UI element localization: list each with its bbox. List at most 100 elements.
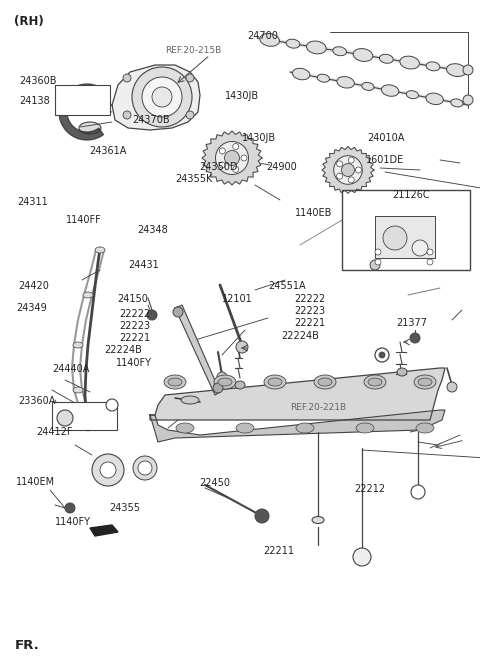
Ellipse shape — [73, 387, 83, 393]
Text: 22450: 22450 — [199, 478, 230, 489]
Circle shape — [186, 74, 194, 82]
Ellipse shape — [181, 396, 199, 404]
Circle shape — [138, 461, 152, 475]
Ellipse shape — [312, 516, 324, 524]
Text: 1140FF: 1140FF — [66, 214, 102, 225]
Bar — [342, 190, 470, 270]
Circle shape — [186, 111, 194, 119]
Text: 21377: 21377 — [396, 318, 427, 328]
Ellipse shape — [317, 74, 329, 82]
Ellipse shape — [176, 423, 194, 433]
Polygon shape — [90, 525, 118, 536]
Circle shape — [219, 162, 225, 168]
Ellipse shape — [416, 423, 434, 433]
Text: 1140FY: 1140FY — [55, 516, 91, 527]
Polygon shape — [322, 146, 374, 193]
Text: 22221: 22221 — [294, 318, 325, 328]
Text: 24412F: 24412F — [36, 426, 72, 437]
Circle shape — [379, 352, 385, 358]
Circle shape — [147, 310, 157, 320]
Circle shape — [353, 548, 371, 566]
Text: 22224B: 22224B — [105, 344, 143, 355]
Circle shape — [255, 509, 269, 523]
Ellipse shape — [87, 422, 97, 428]
Text: 24010A: 24010A — [367, 132, 405, 143]
Ellipse shape — [218, 378, 232, 386]
Circle shape — [463, 65, 473, 75]
Circle shape — [123, 111, 131, 119]
Circle shape — [463, 95, 473, 105]
Ellipse shape — [168, 378, 182, 386]
Ellipse shape — [307, 41, 326, 54]
Text: 12101: 12101 — [222, 294, 252, 305]
Text: 1601DE: 1601DE — [366, 155, 404, 166]
Text: 22224B: 22224B — [281, 331, 319, 342]
Ellipse shape — [286, 39, 300, 48]
Circle shape — [412, 240, 428, 256]
Circle shape — [106, 399, 118, 411]
Polygon shape — [202, 131, 262, 185]
Text: 1140EB: 1140EB — [295, 208, 333, 218]
Ellipse shape — [296, 423, 314, 433]
Circle shape — [92, 454, 124, 486]
Text: 24700: 24700 — [247, 31, 278, 42]
Text: REF.20-215B: REF.20-215B — [166, 46, 222, 56]
Circle shape — [427, 249, 433, 255]
Circle shape — [133, 456, 157, 480]
Text: 24440A: 24440A — [52, 364, 89, 375]
Circle shape — [375, 348, 389, 362]
Text: 23360A: 23360A — [18, 395, 56, 406]
Circle shape — [233, 166, 239, 172]
Text: 1430JB: 1430JB — [225, 91, 259, 101]
Polygon shape — [175, 305, 220, 395]
Circle shape — [152, 87, 172, 107]
Ellipse shape — [314, 375, 336, 389]
Circle shape — [132, 67, 192, 127]
Text: 22223: 22223 — [294, 306, 325, 316]
Text: REF.20-221B: REF.20-221B — [290, 402, 347, 412]
Circle shape — [411, 485, 425, 499]
Circle shape — [236, 341, 248, 353]
Ellipse shape — [292, 68, 310, 80]
Text: 24349: 24349 — [16, 303, 47, 313]
Circle shape — [219, 148, 225, 154]
Circle shape — [217, 372, 227, 382]
Circle shape — [123, 74, 131, 82]
Polygon shape — [112, 65, 200, 130]
Ellipse shape — [397, 368, 407, 376]
Ellipse shape — [426, 93, 444, 105]
Circle shape — [348, 157, 354, 163]
Ellipse shape — [337, 77, 354, 88]
Circle shape — [410, 333, 420, 343]
Circle shape — [375, 249, 381, 255]
Text: 24350D: 24350D — [199, 162, 238, 172]
Circle shape — [57, 410, 73, 426]
Polygon shape — [59, 84, 104, 140]
Text: 21126C: 21126C — [393, 190, 430, 201]
Text: 24355K: 24355K — [175, 173, 213, 184]
Circle shape — [375, 259, 381, 265]
Text: 22221: 22221 — [119, 332, 150, 343]
Bar — [55, 85, 110, 115]
Text: 1430JB: 1430JB — [242, 132, 276, 143]
Text: 22222: 22222 — [294, 294, 325, 305]
Text: 24348: 24348 — [137, 225, 168, 236]
Text: 22222: 22222 — [119, 309, 150, 320]
Ellipse shape — [364, 375, 386, 389]
Circle shape — [216, 142, 249, 175]
Text: 24900: 24900 — [266, 162, 297, 172]
Ellipse shape — [406, 91, 419, 99]
Ellipse shape — [333, 47, 347, 56]
Text: 24355: 24355 — [109, 503, 141, 514]
Text: 1140FY: 1140FY — [116, 357, 152, 368]
Text: 24370B: 24370B — [132, 115, 169, 126]
Circle shape — [427, 259, 433, 265]
Ellipse shape — [79, 122, 101, 134]
Text: 22223: 22223 — [119, 321, 150, 332]
Ellipse shape — [400, 56, 420, 69]
Ellipse shape — [164, 375, 186, 389]
Ellipse shape — [368, 378, 382, 386]
Circle shape — [336, 161, 343, 167]
Ellipse shape — [426, 62, 440, 71]
Ellipse shape — [353, 48, 373, 62]
